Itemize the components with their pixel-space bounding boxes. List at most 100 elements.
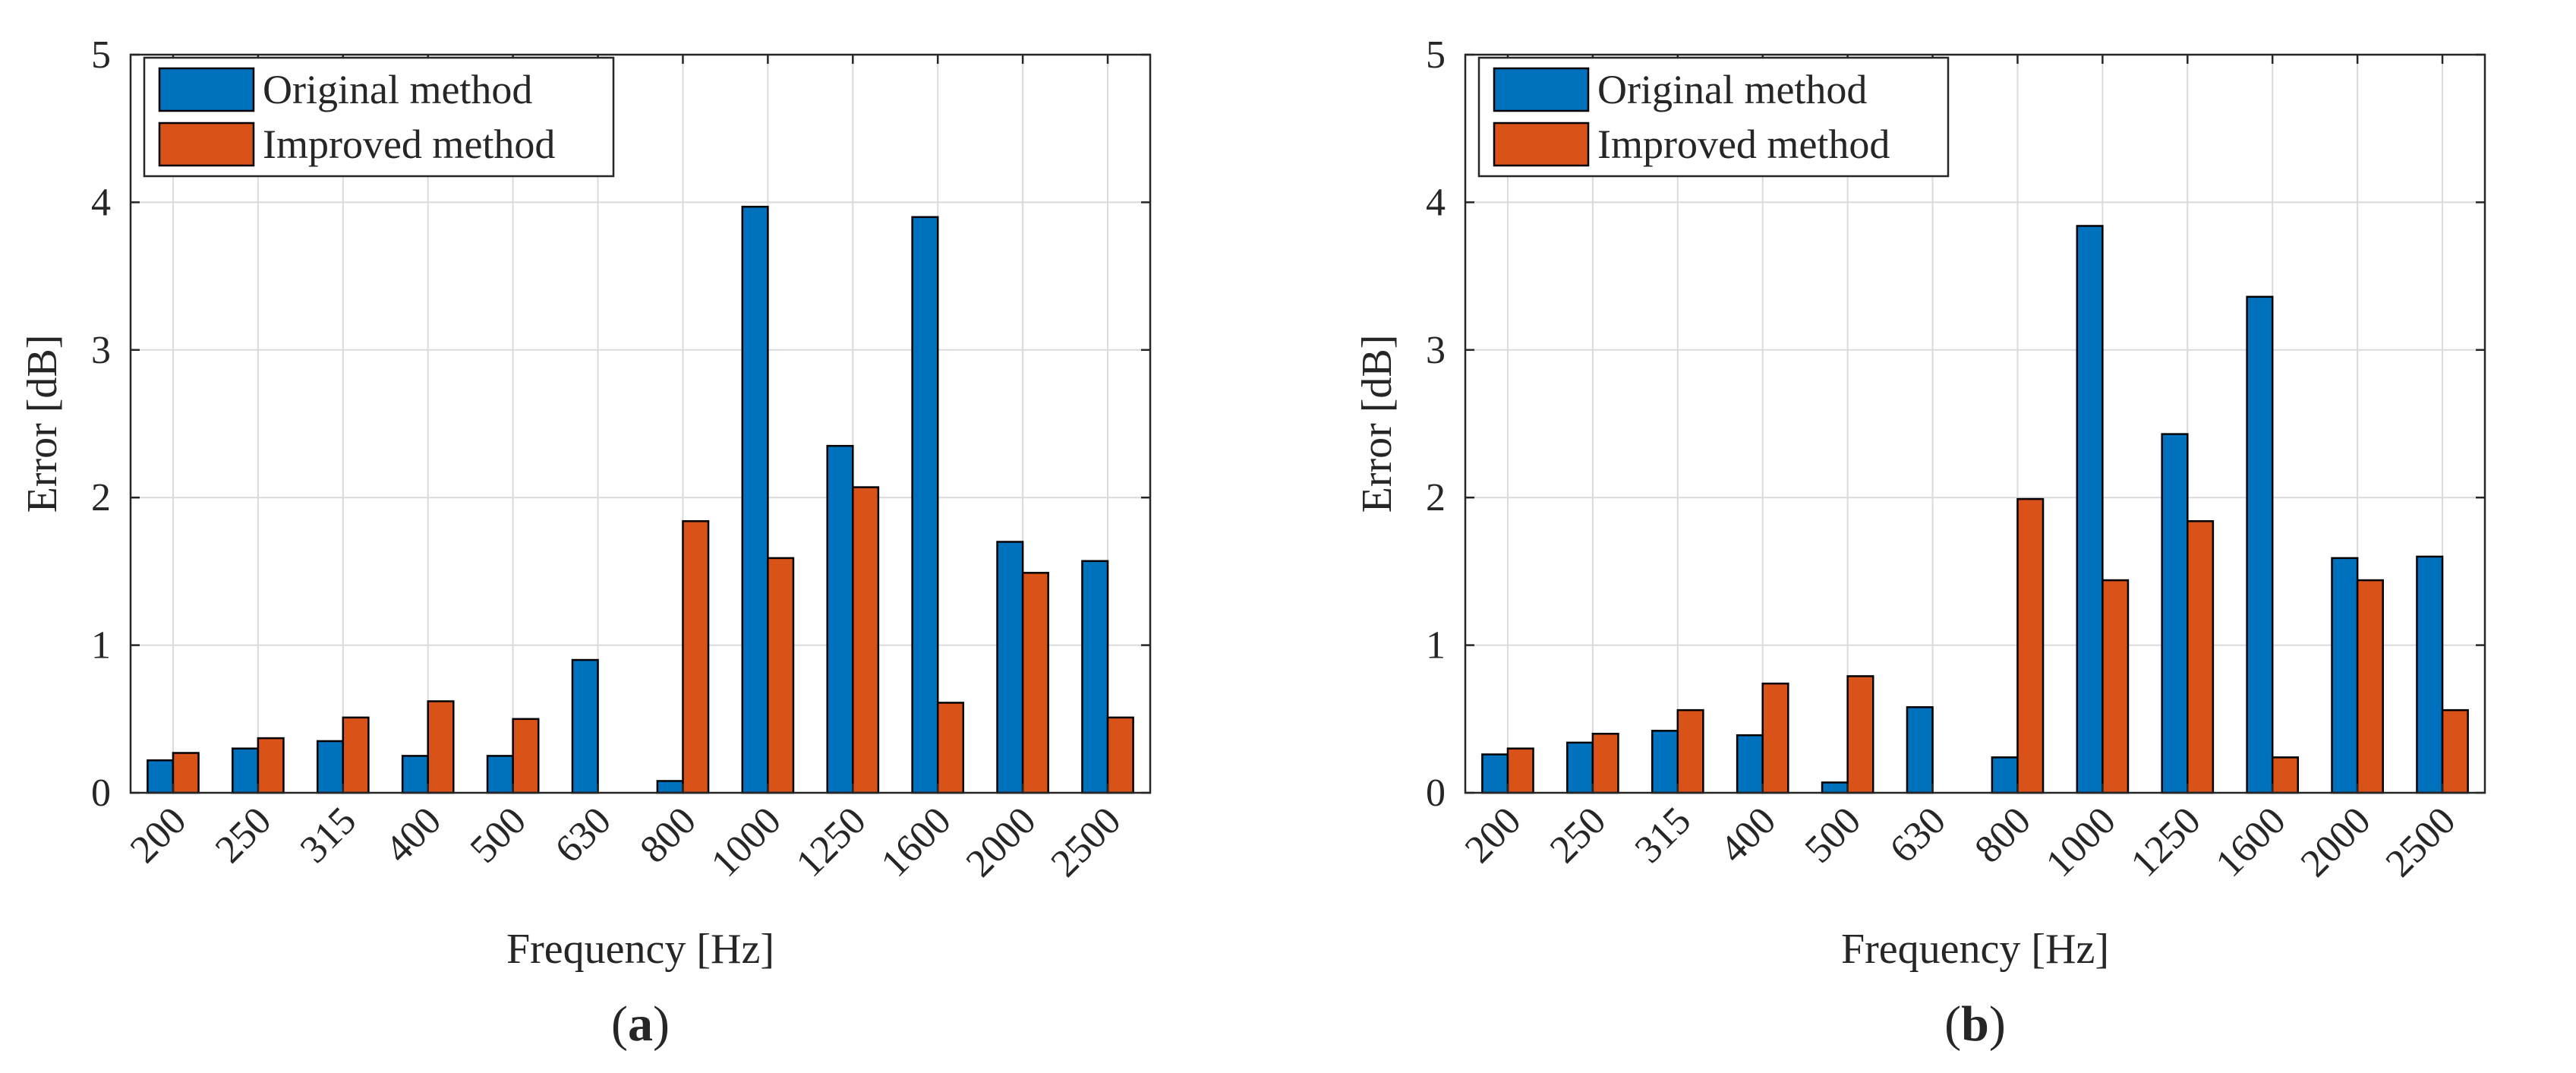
x-tick-label: 500 [1797,799,1869,871]
bar-improved-2500 [2441,708,2469,794]
y-axis-label: Error [dB] [19,335,66,513]
bar-original-1600 [2246,295,2274,794]
bar-original-315 [1651,730,1679,794]
x-axis-label: Frequency [Hz] [1841,926,2109,973]
legend-swatch-improved [158,122,255,167]
y-tick-label: 1 [1426,624,1446,667]
bar-original-1600 [911,216,939,794]
bar-original-250 [1566,741,1594,794]
bar-improved-1600 [2271,756,2300,794]
bar-original-500 [486,755,514,794]
x-tick-label: 2500 [2378,799,2464,885]
bar-original-250 [232,747,260,794]
bar-original-2000 [2331,557,2359,794]
bar-improved-1000 [767,557,795,794]
bar-original-2000 [996,541,1024,794]
x-tick-label: 1250 [2123,799,2209,885]
bar-improved-1250 [2187,520,2215,794]
x-tick-label: 400 [1712,799,1784,871]
bar-original-500 [1821,781,1849,794]
x-tick-label: 2000 [958,799,1045,885]
x-tick-label: 1000 [2038,799,2124,885]
bar-improved-1000 [2101,579,2130,794]
x-tick-label: 315 [1627,799,1699,871]
legend-label-improved: Improved method [1597,122,1890,167]
bar-improved-800 [2016,497,2045,794]
bar-improved-315 [1676,708,1704,794]
bar-improved-2000 [2356,579,2384,794]
bar-improved-400 [1761,682,1789,794]
bar-improved-315 [342,716,370,794]
bar-improved-2000 [1021,572,1049,794]
panel-label: (b) [1944,996,2006,1052]
legend-label-original: Original method [263,67,532,112]
panel-label: (a) [611,996,670,1052]
bar-original-800 [1991,756,2019,794]
x-tick-label: 800 [1966,799,2038,871]
axes-box [1464,53,2486,794]
bar-original-315 [316,740,345,794]
bar-improved-500 [512,718,540,794]
bar-original-800 [656,780,684,794]
bar-original-400 [401,755,429,794]
bar-original-630 [571,658,599,794]
bar-original-400 [1736,734,1764,794]
legend-swatch-improved [1493,122,1590,167]
bar-original-1000 [741,205,769,794]
x-tick-label: 315 [292,799,364,871]
y-tick-label: 5 [91,33,111,77]
bar-original-2500 [1081,560,1109,794]
x-tick-label: 500 [462,799,534,871]
bar-original-2500 [2416,555,2444,794]
legend-label-improved: Improved method [263,122,555,167]
x-tick-label: 250 [207,799,279,871]
x-tick-label: 630 [1882,799,1954,871]
y-axis-label: Error [dB] [1354,335,1401,513]
bar-improved-500 [1846,675,1874,794]
bar-original-200 [1481,753,1509,794]
bar-improved-1600 [936,702,965,794]
x-tick-label: 630 [547,799,620,871]
x-tick-label: 2500 [1043,799,1130,885]
legend-swatch-original [158,67,255,112]
y-tick-label: 5 [1426,33,1446,77]
y-tick-label: 0 [91,772,111,815]
bar-improved-400 [427,700,455,794]
legend: Original method Improved method [1477,56,1950,178]
y-tick-label: 4 [1426,181,1446,224]
y-tick-label: 3 [1426,329,1446,372]
y-tick-label: 1 [91,624,111,667]
y-tick-label: 2 [1426,476,1446,519]
bar-improved-250 [257,737,285,794]
x-tick-label: 250 [1542,799,1614,871]
legend: Original method Improved method [143,56,615,178]
y-tick-label: 0 [1426,772,1446,815]
x-tick-label: 400 [377,799,449,871]
bar-original-1000 [2076,225,2104,794]
x-tick-label: 1250 [788,799,875,885]
bar-improved-200 [1506,747,1534,794]
bar-original-1250 [2161,433,2189,794]
bar-improved-2500 [1106,716,1134,794]
bar-original-630 [1906,705,1934,794]
bar-original-1250 [826,444,854,794]
bar-improved-200 [172,752,200,794]
x-tick-label: 200 [122,799,194,871]
axes-box [129,53,1152,794]
x-tick-label: 800 [632,799,704,871]
legend-swatch-original [1493,67,1590,112]
x-tick-label: 200 [1457,799,1529,871]
bar-improved-1250 [852,486,880,794]
y-tick-label: 2 [91,476,111,519]
bar-improved-800 [682,520,710,794]
y-tick-label: 4 [91,181,111,224]
x-tick-label: 1000 [703,799,790,885]
x-axis-label: Frequency [Hz] [506,926,774,973]
legend-label-original: Original method [1597,67,1867,112]
x-tick-label: 1600 [2208,799,2294,885]
bar-original-200 [147,759,175,794]
x-tick-label: 1600 [873,799,960,885]
